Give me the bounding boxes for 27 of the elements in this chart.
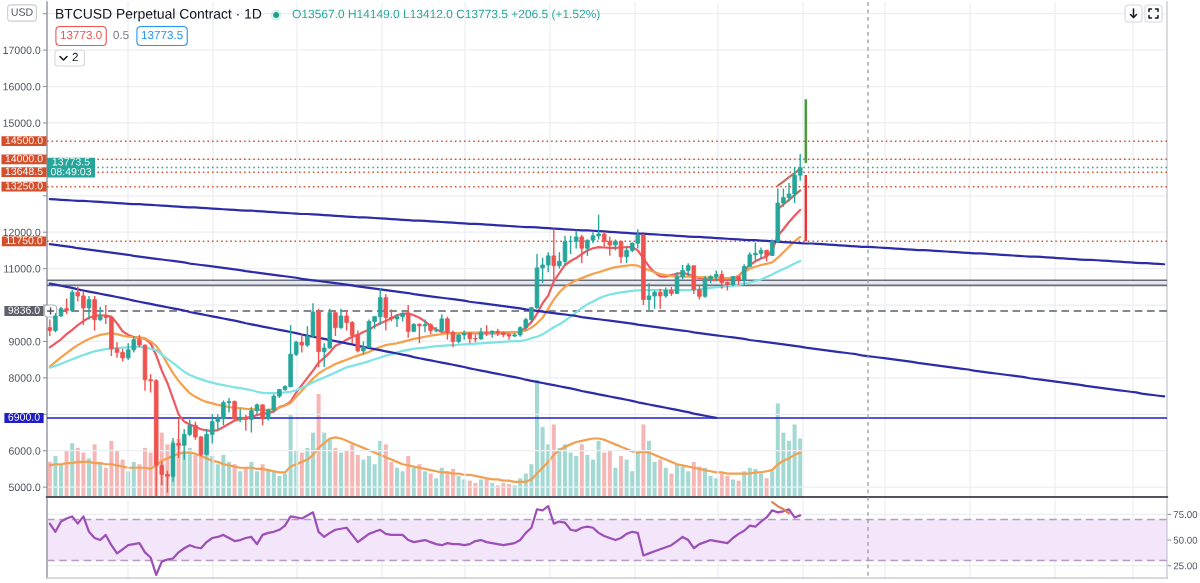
y-tick-label: 17000.0 <box>3 46 41 55</box>
y-tick-label: 15000.0 <box>3 119 41 127</box>
chart-title: BTCUSD Perpetual Contract · 1D <box>56 8 262 22</box>
y-tick-label: 6000.0 <box>9 447 41 455</box>
annotation: 2 <box>72 52 78 62</box>
y-tick-label: 25.00 <box>1173 562 1198 570</box>
annotation: 13773.0 <box>60 30 102 40</box>
ref-line-label: 13773.5 08:49:03 <box>50 158 92 176</box>
y-tick-label: 75.00 <box>1173 511 1198 519</box>
ref-line-label: 9836.0 <box>8 306 40 314</box>
ref-line-label: 14000.0 <box>5 154 43 163</box>
ref-line-label: 13648.5 <box>5 167 43 175</box>
annotation: 13773.5 <box>141 30 183 40</box>
ref-line-label: 13250.0 <box>5 182 43 190</box>
y-tick-label: 5000.0 <box>8 483 41 492</box>
y-axis-title: USD <box>11 8 33 16</box>
ref-line-label: 6900.0 <box>8 413 40 421</box>
y-tick-label: 8000.0 <box>8 374 41 382</box>
y-tick-label: 11000.0 <box>4 265 41 273</box>
y-tick-label: 12000.0 <box>3 228 41 237</box>
y-tick-label: 9000.0 <box>8 337 41 346</box>
y-tick-label: 50.00 <box>1173 536 1198 544</box>
text: O13567.0 H14149.0 L13412.0 C13773.5 +206.5 (+1.52%) <box>292 9 600 21</box>
y-tick-label: 16000.0 <box>3 82 41 91</box>
ref-line-label: 11750.0 <box>6 236 43 245</box>
ref-line-label: 14500.0 <box>5 136 43 144</box>
annotation: 0.5 <box>113 30 129 40</box>
